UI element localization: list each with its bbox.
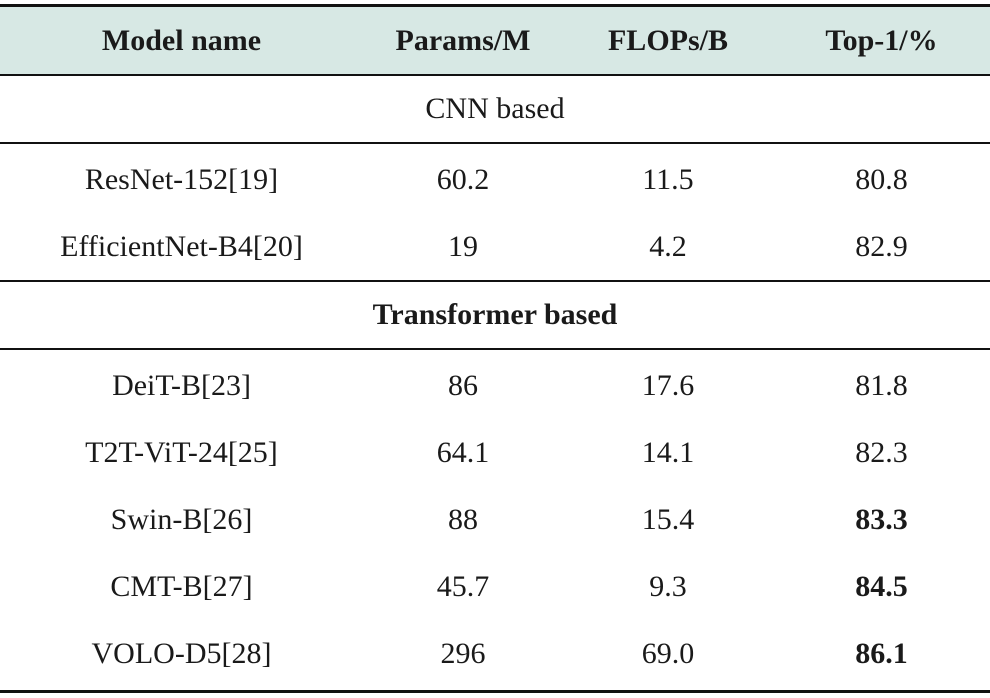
params-cell: 64.1 <box>436 435 490 469</box>
section-row: CNN based <box>0 76 990 142</box>
model-name-cell: DeiT-B[23] <box>112 368 251 402</box>
table-row: CMT-B[27] 45.7 9.3 84.5 <box>0 553 990 620</box>
header-top1: Top-1/% <box>825 23 938 57</box>
flops-cell: 4.2 <box>649 229 687 263</box>
params-cell: 296 <box>440 636 486 670</box>
header-rule <box>0 74 990 76</box>
top1-cell: 81.8 <box>855 368 908 402</box>
params-cell: 86 <box>448 368 478 402</box>
flops-cell: 9.3 <box>649 569 687 603</box>
top1-cell-best: 86.1 <box>855 636 908 670</box>
model-name-cell: Swin-B[26] <box>110 502 253 536</box>
flops-cell: 69.0 <box>641 636 695 670</box>
params-cell: 88 <box>448 502 478 536</box>
table-row: T2T-ViT-24[25] 64.1 14.1 82.3 <box>0 419 990 486</box>
top1-cell: 82.3 <box>855 435 908 469</box>
top1-cell: 80.8 <box>855 162 908 196</box>
flops-cell: 14.1 <box>641 435 695 469</box>
header-params: Params/M <box>395 23 531 57</box>
header-model-name: Model name <box>101 23 262 57</box>
top1-cell-best: 84.5 <box>855 569 908 603</box>
header-flops: FLOPs/B <box>607 23 728 57</box>
flops-cell: 11.5 <box>642 162 694 196</box>
table-row: ResNet-152[19] 60.2 11.5 80.8 <box>0 146 990 213</box>
section-row: Transformer based <box>0 282 990 348</box>
section-rule <box>0 348 990 350</box>
flops-cell: 15.4 <box>641 502 695 536</box>
params-cell: 60.2 <box>436 162 490 196</box>
table-row: DeiT-B[23] 86 17.6 81.8 <box>0 352 990 419</box>
params-cell: 45.7 <box>436 569 490 603</box>
flops-cell: 17.6 <box>641 368 695 402</box>
model-name-cell: T2T-ViT-24[25] <box>85 435 278 469</box>
table-header-row: Model name Params/M FLOPs/B Top-1/% <box>0 7 990 74</box>
table-top-rule <box>0 4 990 7</box>
model-name-cell: CMT-B[27] <box>110 569 253 603</box>
top1-cell-best: 83.3 <box>855 502 908 536</box>
model-name-cell: EfficientNet-B4[20] <box>60 229 303 263</box>
table-row: EfficientNet-B4[20] 19 4.2 82.9 <box>0 213 990 280</box>
params-cell: 19 <box>448 229 478 263</box>
table-row: Swin-B[26] 88 15.4 83.3 <box>0 486 990 553</box>
section-rule <box>0 280 990 282</box>
model-name-cell: VOLO-D5[28] <box>91 636 272 670</box>
table-bottom-rule <box>0 690 990 693</box>
top1-cell: 82.9 <box>855 229 908 263</box>
section-title: CNN based <box>425 92 565 125</box>
section-rule <box>0 142 990 144</box>
section-title: Transformer based <box>372 298 618 331</box>
table-row: VOLO-D5[28] 296 69.0 86.1 <box>0 620 990 687</box>
model-name-cell: ResNet-152[19] <box>84 162 279 196</box>
